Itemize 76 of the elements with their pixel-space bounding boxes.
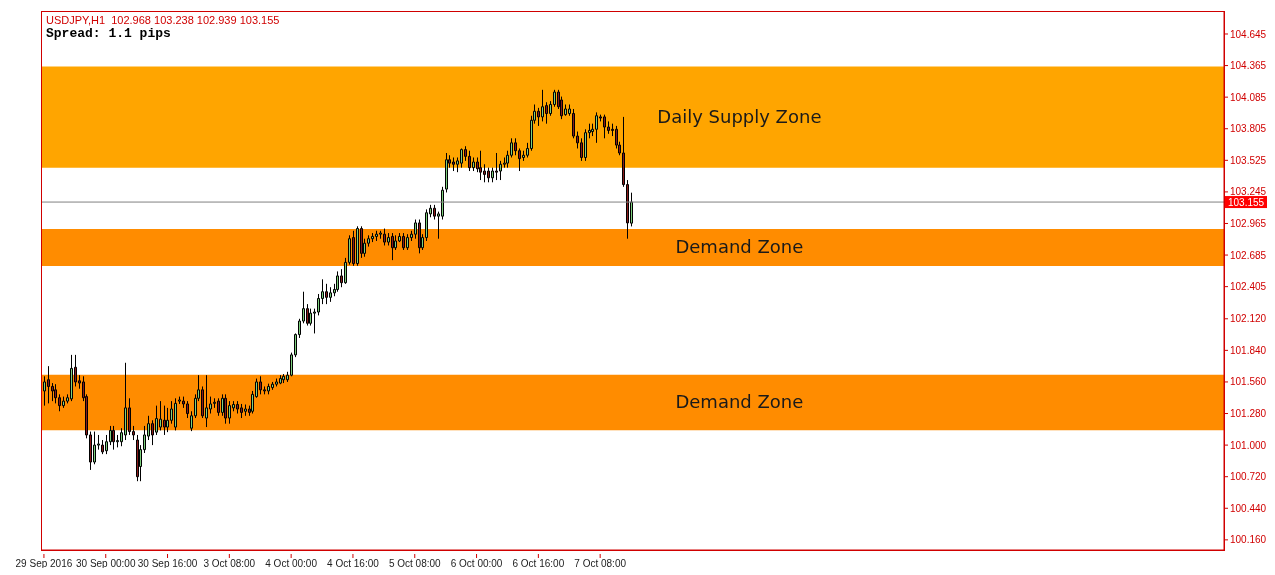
candlestick (186, 400, 189, 419)
candlestick (495, 152, 498, 181)
candlestick (174, 397, 177, 431)
candlestick (136, 434, 139, 482)
x-tick-label: 7 Oct 08:00 (574, 558, 627, 569)
candlestick (329, 286, 332, 303)
candlestick (70, 354, 73, 402)
candlestick (259, 375, 262, 395)
band-label: Daily Supply Zone (657, 106, 822, 128)
candlestick (383, 228, 386, 246)
y-tick-label: 102.685 (1230, 249, 1267, 261)
candlestick (271, 381, 274, 391)
candlestick (62, 396, 65, 409)
candlestick (178, 396, 181, 405)
y-tick-label: 101.000 (1230, 439, 1267, 451)
candlestick (159, 400, 162, 431)
y-tick-label: 102.120 (1230, 313, 1267, 325)
y-tick-label: 102.405 (1230, 281, 1267, 293)
x-tick-label: 4 Oct 16:00 (327, 558, 380, 569)
candlestick (224, 393, 227, 425)
candlestick (352, 230, 355, 267)
candlestick (47, 365, 50, 404)
x-tick-label: 6 Oct 16:00 (512, 558, 565, 569)
x-tick-label: 6 Oct 00:00 (450, 558, 503, 569)
candlestick (279, 374, 282, 385)
y-tick-label: 104.085 (1230, 91, 1267, 103)
candlestick (217, 397, 220, 417)
candlestick (163, 405, 166, 436)
band-label: Demand Zone (675, 236, 804, 258)
candlestick (267, 383, 270, 395)
candlestick (468, 150, 471, 172)
x-tick-label: 3 Oct 08:00 (203, 558, 256, 569)
candlestick (205, 374, 208, 428)
candlestick (244, 404, 247, 417)
candlestick (336, 270, 339, 293)
y-tick-label: 100.160 (1230, 534, 1267, 546)
candlestick (325, 283, 328, 305)
candlestick (101, 439, 104, 455)
y-tick-label: 100.440 (1230, 502, 1267, 514)
y-tick-label: 104.645 (1230, 28, 1267, 40)
candlestick (371, 232, 374, 243)
candlestick (406, 233, 409, 251)
y-tick-label: 103.245 (1230, 186, 1267, 198)
candlestick (584, 128, 587, 162)
ref-line-label: 103.155 (1228, 197, 1265, 209)
y-tick-label: 100.720 (1230, 471, 1267, 483)
candlestick (487, 167, 490, 183)
candlestick (603, 114, 606, 139)
candlestick (356, 225, 359, 267)
candlestick (452, 157, 455, 172)
candlestick (402, 232, 405, 251)
band-label: Demand Zone (675, 391, 804, 413)
y-tick-label: 101.280 (1230, 408, 1267, 420)
y-tick-label: 101.560 (1230, 376, 1267, 388)
x-tick-label: 4 Oct 00:00 (265, 558, 318, 569)
y-tick-label: 104.365 (1230, 60, 1267, 72)
x-tick-label: 5 Oct 08:00 (388, 558, 442, 569)
candlestick (282, 373, 285, 384)
candlestick (418, 219, 421, 254)
chart-title: USDJPY,H1 102.968 103.238 102.939 103.155 (46, 14, 280, 26)
candlestick (240, 403, 243, 419)
candlestick (236, 400, 239, 415)
candlestick (391, 232, 394, 261)
annotation: Spread: 1.1 pips (46, 26, 171, 41)
candlestick (375, 230, 378, 242)
candlestick (460, 147, 463, 169)
y-tick-label: 103.805 (1230, 123, 1267, 135)
candlestick (595, 111, 598, 144)
y-tick-label: 101.840 (1230, 344, 1267, 356)
y-tick-label: 103.525 (1230, 154, 1267, 166)
candlestick (112, 425, 115, 451)
candlestick (479, 150, 482, 181)
y-tick-label: 102.965 (1230, 218, 1267, 230)
candlestick (275, 378, 278, 387)
candlestick (445, 152, 448, 193)
candlestick (541, 89, 544, 122)
